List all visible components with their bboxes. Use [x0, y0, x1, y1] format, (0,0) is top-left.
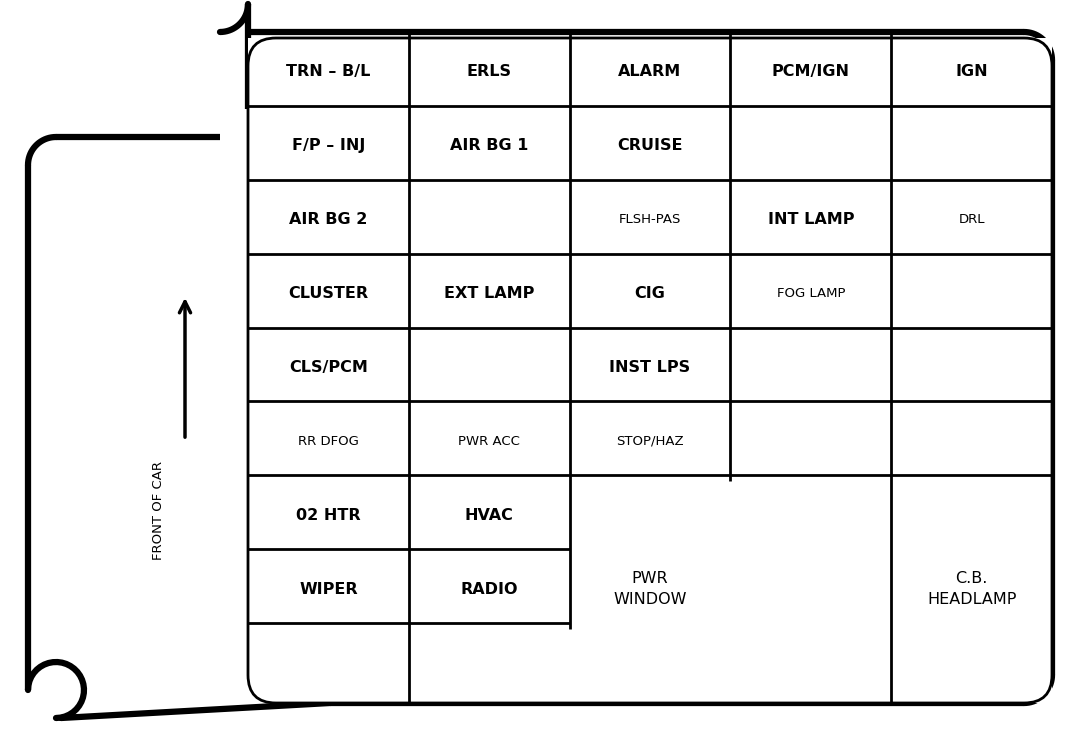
Text: STOP/HAZ: STOP/HAZ	[617, 435, 684, 448]
Bar	[247, 38, 1052, 703]
Text: AIR BG 2: AIR BG 2	[289, 212, 368, 227]
Text: FLSH-PAS: FLSH-PAS	[619, 213, 681, 226]
Text: CLUSTER: CLUSTER	[288, 286, 368, 301]
Text: RADIO: RADIO	[461, 582, 518, 597]
Text: PCM/IGN: PCM/IGN	[771, 64, 850, 79]
Text: IGN: IGN	[955, 64, 988, 79]
Text: HVAC: HVAC	[465, 508, 513, 523]
FancyBboxPatch shape	[247, 38, 1052, 703]
Text: ERLS: ERLS	[467, 64, 512, 79]
Text: C.B.
HEADLAMP: C.B. HEADLAMP	[926, 571, 1017, 607]
Text: INST LPS: INST LPS	[609, 360, 691, 375]
Text: CRUISE: CRUISE	[618, 139, 683, 153]
Text: INT LAMP: INT LAMP	[767, 212, 854, 227]
Text: TRN – B/L: TRN – B/L	[286, 64, 370, 79]
Text: PWR ACC: PWR ACC	[458, 435, 520, 448]
Text: CIG: CIG	[635, 286, 665, 301]
Text: WIPER: WIPER	[299, 582, 357, 597]
Text: AIR BG 1: AIR BG 1	[450, 139, 528, 153]
Text: CLS/PCM: CLS/PCM	[289, 360, 368, 375]
Text: 02 HTR: 02 HTR	[296, 508, 360, 523]
Text: RR DFOG: RR DFOG	[298, 435, 358, 448]
Text: F/P – INJ: F/P – INJ	[292, 139, 365, 153]
Text: PWR
WINDOW: PWR WINDOW	[613, 571, 686, 607]
Text: DRL: DRL	[959, 213, 985, 226]
Text: FOG LAMP: FOG LAMP	[777, 287, 845, 300]
Text: EXT LAMP: EXT LAMP	[444, 286, 535, 301]
Text: FRONT OF CAR: FRONT OF CAR	[152, 460, 165, 559]
Text: ALARM: ALARM	[619, 64, 681, 79]
